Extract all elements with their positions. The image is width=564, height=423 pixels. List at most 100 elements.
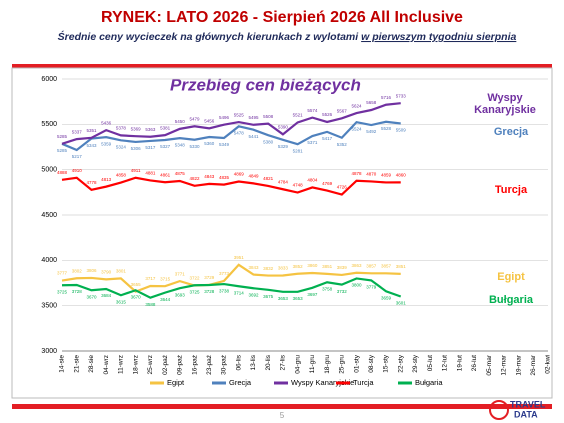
data-label: 3800	[352, 283, 363, 288]
data-label: 5508	[263, 114, 274, 119]
x-tick-label: 04-wrz	[103, 355, 110, 375]
legend-label: Wyspy Kanaryjskie	[291, 378, 354, 387]
x-tick-label: 25-wrz	[147, 355, 154, 375]
data-label: 3852	[293, 264, 304, 269]
data-label: 3729	[204, 275, 215, 280]
data-label: 5285	[57, 134, 68, 139]
data-label: 4870	[366, 172, 377, 177]
chart-frame	[11, 67, 553, 399]
data-label: 3725	[57, 289, 68, 294]
data-label: 5733	[396, 93, 407, 98]
series-annotation: Bułgaria	[488, 294, 533, 306]
data-label: 3839	[337, 265, 348, 270]
data-label: 5360	[204, 141, 215, 146]
data-label: 3697	[307, 292, 318, 297]
x-tick-label: 02-kwi	[545, 355, 552, 374]
data-label: 3802	[72, 268, 83, 273]
data-label: 3588	[145, 302, 156, 307]
y-tick-label: 3500	[41, 303, 57, 310]
data-label: 5526	[322, 112, 333, 117]
y-tick-label: 4500	[41, 212, 57, 219]
legend-label: Grecja	[229, 378, 252, 387]
data-label: 5369	[131, 126, 142, 131]
data-label: 3857	[381, 263, 392, 268]
data-label: 3717	[145, 276, 156, 281]
series-annotation: Egipt	[497, 271, 525, 283]
data-label: 4875	[175, 171, 186, 176]
x-tick-label: 11-gru	[309, 355, 316, 374]
data-label: 3771	[175, 271, 186, 276]
series-annotation: Grecja	[493, 126, 529, 138]
data-label: 3675	[263, 294, 274, 299]
data-label: 3644	[160, 297, 171, 302]
data-label: 5456	[204, 119, 215, 124]
x-tick-label: 04-gru	[294, 355, 301, 374]
data-label: 3860	[307, 263, 318, 268]
data-label: 3670	[131, 294, 142, 299]
x-tick-label: 06-lis	[235, 354, 242, 370]
series-line	[61, 176, 401, 196]
data-label: 5390	[278, 124, 289, 129]
x-tick-label: 09-paź	[177, 355, 184, 375]
data-label: 4858	[116, 173, 127, 178]
x-tick-label: 05-mar	[486, 354, 493, 375]
series-line	[61, 120, 401, 152]
data-label: 5450	[175, 119, 186, 124]
data-label: 3725	[190, 289, 201, 294]
data-label: 5327	[160, 144, 171, 149]
x-tick-label: 14-sie	[59, 355, 66, 373]
data-label: 3670	[86, 294, 97, 299]
data-label: 5525	[234, 112, 245, 117]
data-label: 4910	[72, 168, 83, 173]
data-label: 3857	[366, 263, 377, 268]
data-label: 5317	[145, 145, 156, 150]
subtitle-underlined: w pierwszym tygodniu sierpnia	[361, 31, 516, 43]
data-label: 5381	[160, 125, 171, 130]
data-label: 5363	[145, 127, 156, 132]
data-label: 5624	[352, 103, 363, 108]
data-label: 3833	[278, 266, 289, 271]
data-label: 4878	[352, 171, 363, 176]
data-label: 5349	[219, 142, 230, 147]
data-label: 3738	[219, 288, 230, 293]
subtitle-part: Średnie ceny wycieczek na głównych kieru…	[58, 30, 360, 43]
data-label: 4881	[145, 171, 156, 176]
data-label: 3758	[322, 286, 333, 291]
data-label: 3601	[396, 301, 407, 306]
y-tick-label: 5000	[41, 167, 57, 174]
data-label: 3728	[72, 289, 83, 294]
data-label: 4835	[219, 175, 230, 180]
data-label: 5380	[263, 139, 274, 144]
series-line	[61, 277, 402, 299]
x-tick-label: 11-wrz	[118, 355, 125, 374]
data-label: 3653	[278, 296, 289, 301]
x-tick-label: 19-lut	[456, 355, 463, 371]
data-label: 3728	[204, 289, 215, 294]
data-label: 5330	[190, 144, 201, 149]
series-line	[61, 102, 401, 145]
data-label: 5524	[352, 126, 363, 131]
data-label: 5441	[248, 134, 259, 139]
x-tick-label: 15-sty	[383, 354, 390, 372]
data-label: 4748	[293, 183, 304, 188]
data-label: 3659	[381, 295, 392, 300]
data-label: 3732	[337, 289, 348, 294]
data-label: 3714	[234, 290, 245, 295]
y-tick-label: 4000	[41, 257, 57, 264]
data-label: 4911	[131, 168, 141, 173]
page-title: RYNEK: LATO 2026 - Sierpień 2026 All Inc…	[101, 9, 463, 26]
data-label: 3801	[116, 269, 127, 274]
x-tick-label: 18-gru	[324, 355, 331, 374]
data-label: 3779	[366, 285, 377, 290]
x-tick-label: 30-paź	[221, 355, 228, 375]
data-label: 3722	[190, 276, 201, 281]
x-tick-label: 19-mar	[515, 354, 522, 375]
data-label: 3693	[175, 292, 186, 297]
data-label: 5528	[381, 126, 392, 131]
data-label: 4804	[307, 178, 318, 183]
x-tick-label: 02-paź	[162, 355, 169, 375]
data-label: 4778	[86, 180, 97, 185]
data-label: 3777	[57, 271, 68, 276]
data-label: 4821	[263, 176, 274, 181]
